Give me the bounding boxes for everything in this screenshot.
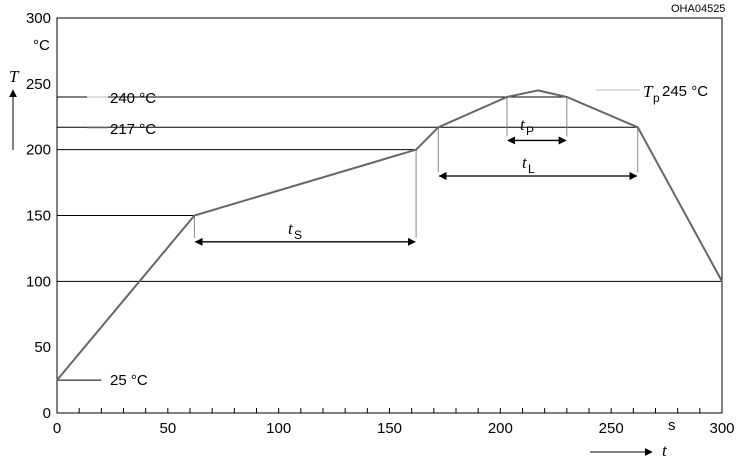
profile-point-2 xyxy=(415,148,417,151)
profile-point-5 xyxy=(537,89,539,92)
y-tick-label-150: 150 xyxy=(26,208,51,225)
x-tick-label-300: 300 xyxy=(709,420,734,437)
tp-symbol: t xyxy=(520,115,526,134)
label-25c: 25 °C xyxy=(110,372,148,389)
tl-symbol: t xyxy=(522,153,528,172)
y-tick-label-300: 300 xyxy=(26,10,51,27)
figure-code: OHA04525 xyxy=(671,3,725,15)
ts-symbol: t xyxy=(288,219,294,238)
profile-point-7 xyxy=(636,126,639,129)
y-tick-label-50: 50 xyxy=(34,339,51,356)
x-tick-label-50: 50 xyxy=(159,420,176,437)
label-217c: 217 °C xyxy=(110,121,156,138)
tl-subscript: L xyxy=(528,162,535,176)
profile-point-0 xyxy=(56,379,58,381)
profile-point-1 xyxy=(193,214,196,217)
profile-point-4 xyxy=(506,96,508,98)
peak-symbol: T xyxy=(643,82,654,101)
peak-value: 245 °C xyxy=(662,83,708,100)
x-tick-label-200: 200 xyxy=(488,420,513,437)
x-unit: s xyxy=(668,417,676,434)
profile-point-6 xyxy=(566,96,568,98)
profile-point-8 xyxy=(721,280,723,283)
y-tick-label-100: 100 xyxy=(26,273,51,290)
x-tick-label-250: 250 xyxy=(599,420,624,437)
x-tick-label-100: 100 xyxy=(266,420,291,437)
tp-subscript: P xyxy=(526,124,534,138)
temperature-profile-line xyxy=(56,89,723,381)
x-axis-symbol: t xyxy=(662,441,668,460)
label-240c: 240 °C xyxy=(110,90,156,107)
profile-point-3 xyxy=(437,126,440,129)
y-unit: °C xyxy=(33,37,50,54)
y-tick-label-250: 250 xyxy=(26,76,51,93)
y-tick-label-0: 0 xyxy=(43,405,51,422)
peak-subscript: p xyxy=(653,91,660,105)
y-axis-symbol: T xyxy=(9,67,20,86)
x-tick-label-150: 150 xyxy=(377,420,402,437)
y-tick-label-200: 200 xyxy=(26,142,51,159)
ts-subscript: S xyxy=(294,228,302,242)
x-tick-label-0: 0 xyxy=(53,420,61,437)
